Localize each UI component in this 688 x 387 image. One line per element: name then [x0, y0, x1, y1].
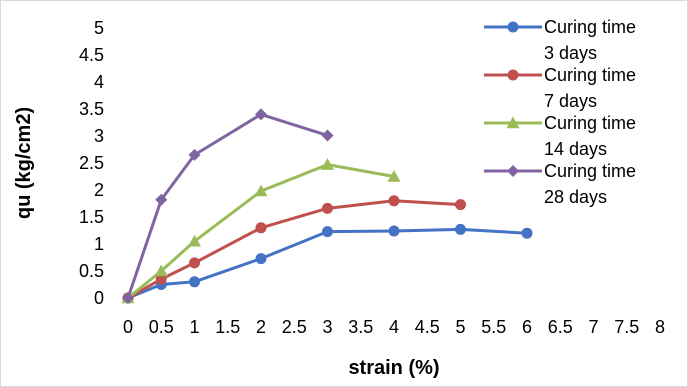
data-point-marker	[122, 292, 134, 304]
data-point-marker	[321, 129, 334, 142]
legend-swatch-marker	[507, 21, 519, 33]
data-point-marker	[455, 199, 466, 211]
x-tick-label: 7.5	[614, 317, 639, 337]
x-tick-label: 0.5	[149, 317, 174, 337]
x-tick-label: 1	[189, 317, 199, 337]
y-tick-label: 1	[94, 234, 104, 254]
legend-label: Curing time	[544, 113, 636, 133]
data-point-marker	[155, 273, 167, 285]
y-tick-label: 3.5	[79, 99, 104, 119]
y-tick-label: 5	[94, 18, 104, 38]
legend-swatch-marker	[507, 69, 519, 81]
x-tick-label: 3	[322, 317, 332, 337]
y-axis-ticks: 0 0.5 1 1.5 2 2.5 3 3.5 4 4.5 5	[79, 18, 104, 308]
y-tick-label: 2	[94, 180, 104, 200]
data-point-marker	[155, 193, 168, 206]
x-tick-label: 5	[455, 317, 465, 337]
data-point-marker	[322, 226, 333, 238]
x-tick-label: 5.5	[481, 317, 506, 337]
x-axis-title: strain (%)	[348, 357, 439, 379]
x-tick-label: 0	[123, 317, 133, 337]
y-tick-label: 4.5	[79, 45, 104, 65]
y-tick-label: 2.5	[79, 153, 104, 173]
data-point-marker	[388, 225, 400, 237]
data-point-marker	[255, 253, 267, 265]
series-1	[122, 195, 466, 304]
legend-label: 14 days	[544, 139, 607, 159]
data-point-marker	[322, 202, 333, 214]
legend-swatch-marker	[506, 116, 520, 129]
y-tick-label: 0.5	[79, 261, 104, 281]
x-tick-label: 4	[389, 317, 399, 337]
legend-swatch-marker	[507, 165, 519, 177]
data-point-marker	[388, 195, 400, 207]
legend-item: Curing time 7 days	[484, 65, 636, 111]
series-3	[122, 108, 334, 304]
data-point-marker	[521, 227, 533, 239]
data-point-marker	[455, 223, 466, 235]
y-tick-label: 0	[94, 288, 104, 308]
x-tick-label: 6.5	[548, 317, 573, 337]
x-tick-label: 7	[588, 317, 598, 337]
legend-item: Curing time 28 days	[484, 161, 636, 207]
x-tick-label: 2.5	[282, 317, 307, 337]
data-point-marker	[321, 158, 334, 170]
data-point-marker	[154, 264, 168, 277]
x-axis-ticks: 0 0.5 1 1.5 2 2.5 3 3.5 4 4.5 5 5.5 6 6.5 7 7.5 8	[123, 317, 665, 337]
legend-label: Curing time	[544, 65, 636, 85]
y-tick-label: 1.5	[79, 207, 104, 227]
legend-label: Curing time	[544, 161, 636, 181]
legend-label: 3 days	[544, 43, 597, 63]
x-tick-label: 8	[655, 317, 665, 337]
y-tick-label: 4	[94, 72, 104, 92]
y-axis-title: qu (kg/cm2)	[13, 107, 35, 219]
series-0	[122, 223, 533, 304]
y-tick-label: 3	[94, 126, 104, 146]
x-tick-label: 1.5	[215, 317, 240, 337]
legend-label: 28 days	[544, 187, 607, 207]
data-point-marker	[189, 276, 200, 288]
data-point-marker	[255, 222, 267, 234]
x-tick-label: 2	[256, 317, 266, 337]
data-point-marker	[255, 108, 267, 121]
legend-item: Curing time 14 days	[484, 113, 636, 159]
legend-item: Curing time 3 days	[484, 17, 636, 63]
data-point-marker	[188, 148, 201, 161]
data-point-marker	[188, 234, 201, 247]
series-line	[127, 227, 528, 300]
legend-label: Curing time	[544, 17, 636, 37]
data-point-marker	[254, 184, 268, 197]
x-tick-label: 3.5	[348, 317, 373, 337]
legend-label: 7 days	[544, 91, 597, 111]
x-tick-label: 4.5	[415, 317, 440, 337]
x-tick-label: 6	[522, 317, 532, 337]
data-point-marker	[387, 170, 401, 182]
series-layer	[121, 108, 533, 304]
data-point-marker	[189, 257, 200, 269]
